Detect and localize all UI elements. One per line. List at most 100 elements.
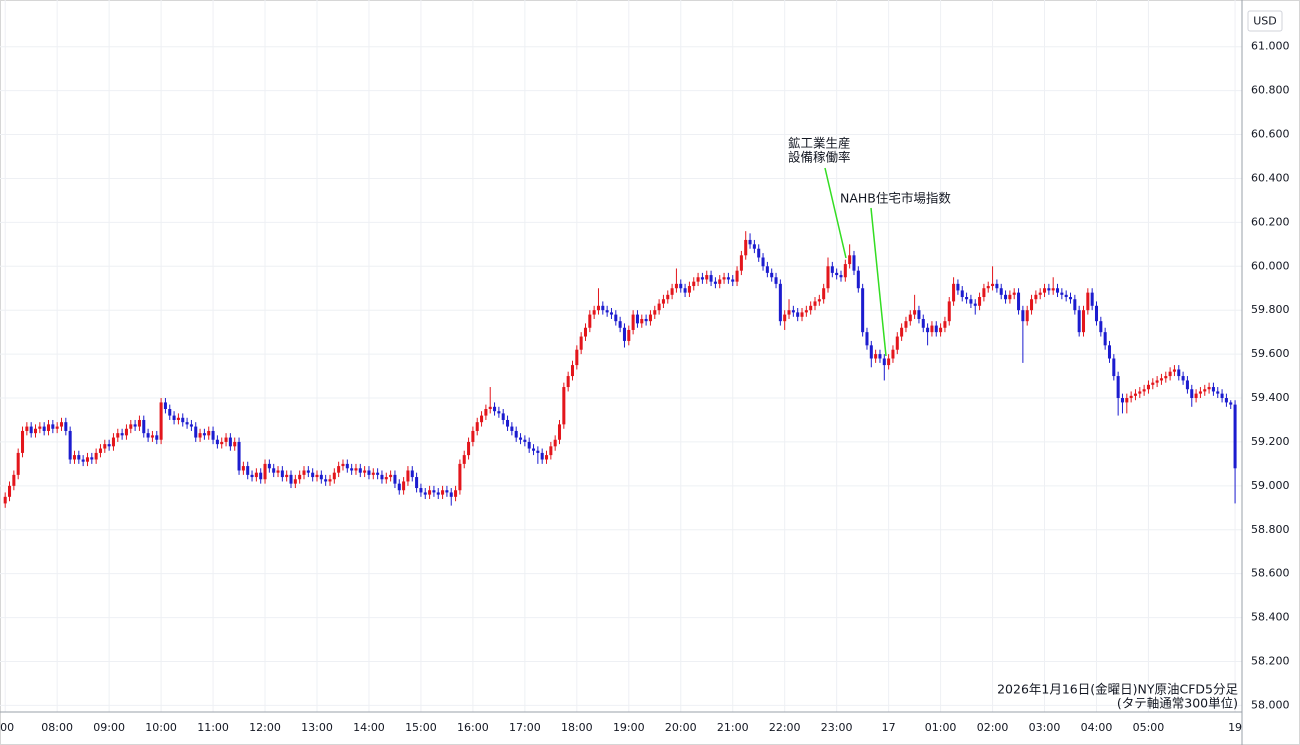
candle-body <box>1112 358 1116 377</box>
candle-body <box>739 255 743 271</box>
candle-body <box>1051 288 1055 291</box>
candle-body <box>462 455 466 464</box>
candle-body <box>263 463 267 480</box>
currency-box <box>1247 10 1283 32</box>
candle-body <box>1043 288 1047 293</box>
candle-body <box>813 301 817 306</box>
candle-body <box>614 314 618 322</box>
candle-body <box>380 474 384 480</box>
candle-body <box>887 358 891 366</box>
candle-body <box>1099 321 1103 333</box>
candle-body <box>1116 376 1120 399</box>
candle-body <box>570 365 575 377</box>
candle-body <box>1090 292 1094 306</box>
candle-body <box>973 303 977 306</box>
candle-body <box>575 349 579 366</box>
annotation-leader <box>824 167 847 259</box>
y-tick-label: 58.600 <box>1251 567 1290 580</box>
candle-body <box>1133 393 1137 396</box>
candle-body <box>1021 310 1025 322</box>
candle-body <box>804 310 808 313</box>
candle-body <box>1120 398 1124 403</box>
candle-body <box>1103 332 1107 346</box>
candle-body <box>861 288 865 333</box>
candle-body <box>280 470 284 478</box>
candle-body <box>81 459 85 462</box>
candle-body <box>761 257 765 267</box>
candle-body <box>94 452 98 460</box>
y-tick-label: 58.800 <box>1251 523 1290 536</box>
candle-body <box>648 314 652 322</box>
candle-body <box>1198 391 1202 394</box>
candle-body <box>579 336 583 350</box>
candle-body <box>674 283 678 289</box>
candle-body <box>90 457 94 460</box>
candle-body <box>765 266 769 273</box>
x-tick-label: 17 <box>882 721 896 734</box>
candle-body <box>397 483 401 491</box>
candle-body <box>1129 395 1133 399</box>
candle-body <box>605 310 609 313</box>
candle-body <box>393 474 397 484</box>
candle-body <box>826 266 830 289</box>
candle-body <box>601 305 605 311</box>
candle-body <box>536 450 540 453</box>
candle-body <box>1146 384 1150 390</box>
candle-body <box>142 419 146 434</box>
candle-body <box>1216 391 1220 394</box>
candle-body <box>657 303 661 311</box>
y-tick-label: 59.000 <box>1251 479 1290 492</box>
candle-body <box>506 419 510 427</box>
candle-body <box>181 417 185 423</box>
candle-body <box>211 430 215 440</box>
candle-body <box>856 270 860 289</box>
candle-body <box>1004 294 1008 300</box>
candle-body <box>29 426 33 434</box>
candle-body <box>965 297 969 300</box>
y-tick-label: 58.400 <box>1251 611 1290 624</box>
candle-body <box>705 275 709 280</box>
candle-body <box>124 428 128 436</box>
candle-body <box>640 318 644 324</box>
candle-body <box>1207 387 1211 390</box>
candle-body <box>293 479 297 484</box>
candle-body <box>324 479 328 482</box>
candle-body <box>276 470 280 473</box>
candle-body <box>1155 380 1159 383</box>
candle-body <box>12 474 16 486</box>
candle-body <box>588 314 592 328</box>
candle-body <box>298 474 302 480</box>
candle-body <box>150 435 154 438</box>
candle-body <box>904 321 908 328</box>
candle-body <box>55 426 59 429</box>
candle-body <box>609 312 613 315</box>
candles <box>3 231 1237 508</box>
candle-body <box>46 424 51 431</box>
candle-body <box>731 279 735 282</box>
candle-body <box>670 288 674 295</box>
candle-body <box>583 327 588 337</box>
candle-body <box>926 327 930 333</box>
candle-body <box>1190 389 1194 399</box>
x-tick-label: 02:00 <box>977 721 1009 734</box>
candle-body <box>1073 299 1077 311</box>
candle-body <box>311 472 315 478</box>
y-tick-label: 60.400 <box>1251 171 1290 184</box>
candle-body <box>562 387 566 425</box>
candle-body <box>947 301 951 322</box>
candle-body <box>921 318 925 328</box>
candle-body <box>332 472 336 480</box>
candle-body <box>679 283 683 289</box>
candle-body <box>85 457 89 462</box>
candle-body <box>557 424 562 440</box>
candle-body <box>259 472 263 480</box>
candle-body <box>133 424 137 427</box>
candle-body <box>103 444 107 449</box>
y-tick-label: 58.000 <box>1251 698 1290 711</box>
candle-body <box>389 474 393 478</box>
candle-body <box>328 479 332 482</box>
y-tick-label: 60.200 <box>1251 215 1290 228</box>
candle-body <box>98 448 102 453</box>
candle-body <box>631 314 635 330</box>
candle-body <box>692 281 696 287</box>
